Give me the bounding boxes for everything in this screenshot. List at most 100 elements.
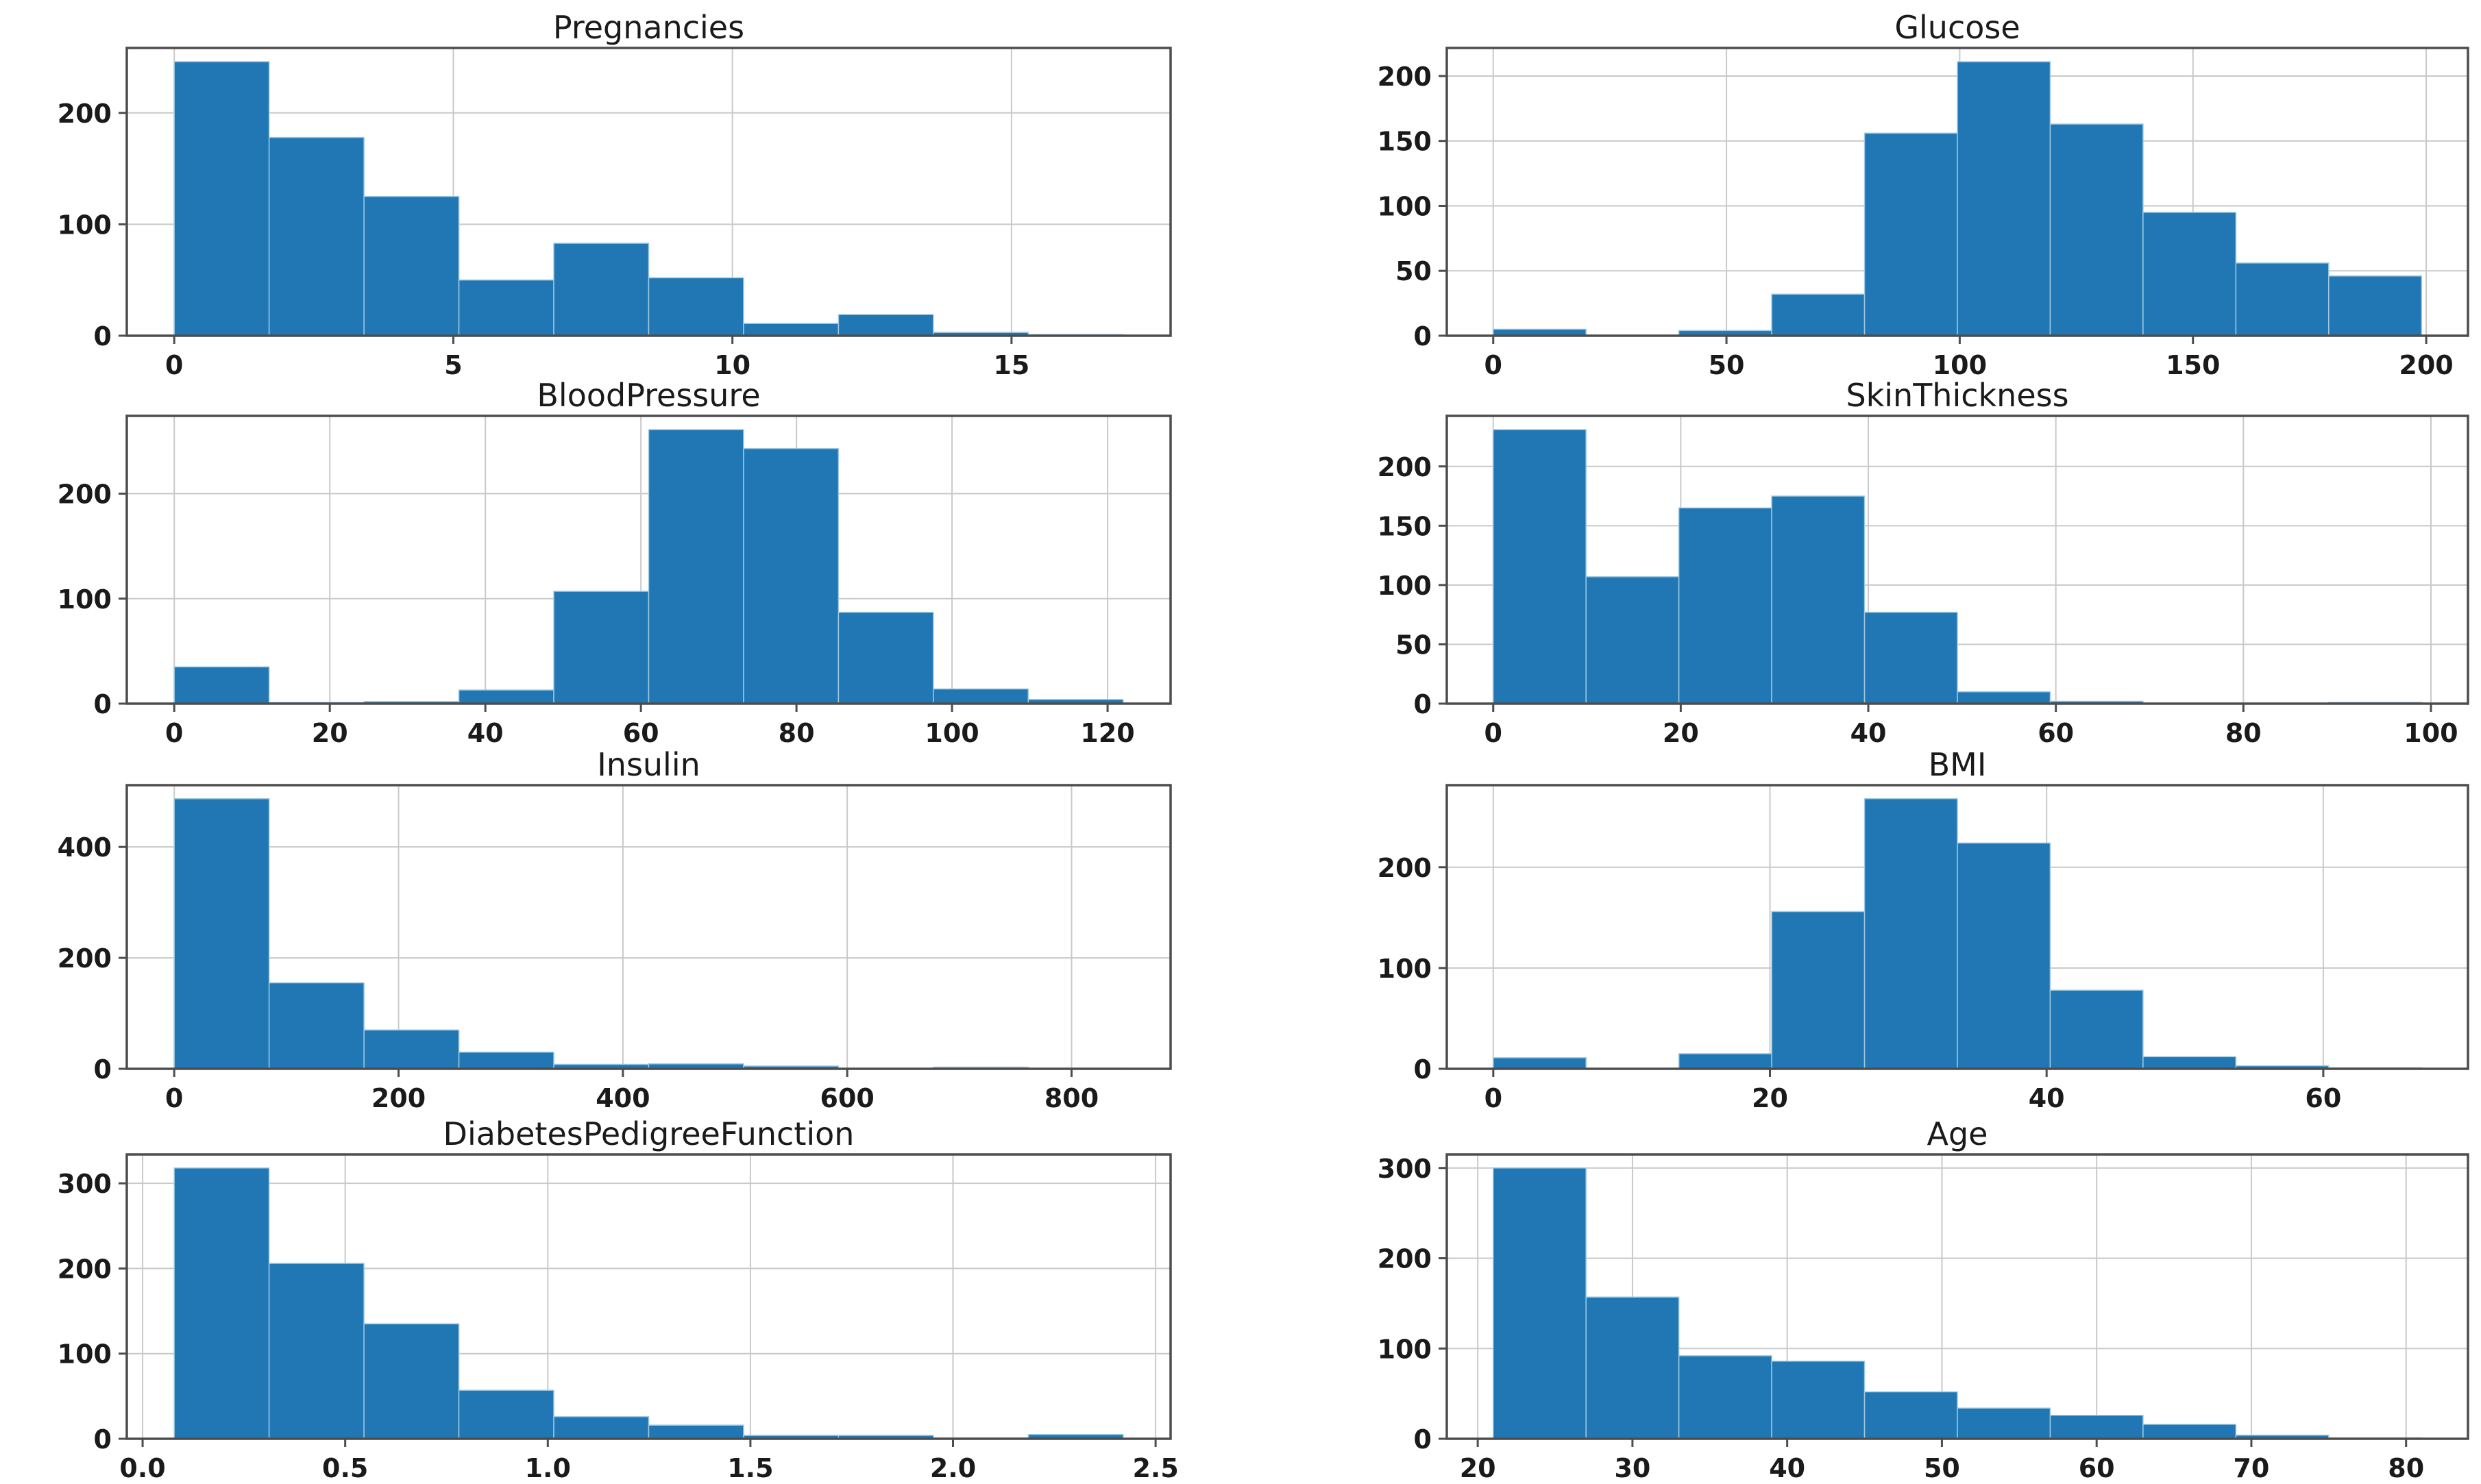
y-tick-label: 50 xyxy=(1395,256,1432,286)
histogram-bar xyxy=(1957,691,2051,704)
chart-title: Insulin xyxy=(597,746,700,783)
axes-frame xyxy=(125,1153,1172,1440)
axes-frame xyxy=(125,784,1172,1070)
x-tick-label: 0 xyxy=(165,350,183,380)
histogram-bar xyxy=(1678,507,1772,704)
x-tick-label: 80 xyxy=(779,718,815,748)
histogram-bar xyxy=(933,688,1029,704)
y-tick-label: 0 xyxy=(1414,1054,1432,1085)
y-tick-label: 400 xyxy=(58,832,112,863)
subplot-insulin: 0 200 400 600 800 0 200 400 Insulin xyxy=(58,746,1172,1113)
histogram-bar xyxy=(553,1415,650,1439)
histogram-bar xyxy=(1957,842,2051,1069)
histogram-bar xyxy=(743,447,840,704)
histogram-bar xyxy=(743,323,840,336)
histogram-bar xyxy=(2328,275,2423,336)
x-tick-label: 100 xyxy=(925,718,979,748)
x-tick-label: 0 xyxy=(1484,1083,1502,1113)
x-tick-label: 60 xyxy=(2305,1083,2341,1113)
y-tick-label: 300 xyxy=(58,1169,112,1199)
y-tick-label: 100 xyxy=(58,584,112,615)
chart-title: DiabetesPedigreeFunction xyxy=(443,1115,855,1152)
x-tick-label: 100 xyxy=(2404,718,2458,748)
chart-title: Pregnancies xyxy=(553,9,744,46)
x-tick-label: 50 xyxy=(1709,350,1745,380)
histogram-bar xyxy=(1771,911,1866,1069)
x-tick-label: 120 xyxy=(1080,718,1134,748)
y-tick-label: 0 xyxy=(1414,321,1432,351)
y-tick-label: 200 xyxy=(1378,1244,1432,1274)
axes-frame xyxy=(1445,47,2469,337)
y-tick-label: 100 xyxy=(1378,1334,1432,1364)
subplot-bmi: 0 20 40 60 0 100 200 BMI xyxy=(1378,746,2469,1113)
x-tick-label: 800 xyxy=(1044,1083,1099,1113)
axes-frame xyxy=(125,47,1172,337)
y-tick-label: 100 xyxy=(1378,191,1432,221)
histogram-bar xyxy=(458,1051,554,1069)
histogram-bar xyxy=(1771,293,1866,336)
histogram-bar xyxy=(2235,262,2330,336)
subplot-diabetespedigreefunction: 0.0 0.5 1.0 1.5 2.0 2.5 0 100 200 300 DiabetesPedi… xyxy=(58,1115,1179,1483)
histogram-bar xyxy=(1678,1053,1772,1069)
histogram-bar xyxy=(2049,1414,2144,1439)
x-tick-label: 2.0 xyxy=(930,1453,976,1481)
x-tick-label: 100 xyxy=(1933,350,1987,380)
x-tick-label: 0 xyxy=(1484,350,1502,380)
histogram-bar xyxy=(838,611,934,704)
x-tick-label: 60 xyxy=(2079,1453,2115,1481)
x-tick-label: 1.0 xyxy=(525,1453,571,1481)
x-tick-label: 60 xyxy=(623,718,659,748)
subplot-skinthickness: 0 20 40 60 80 100 0 50 100 150 200 SkinThickness xyxy=(1378,377,2469,748)
y-tick-label: 0 xyxy=(1414,1424,1432,1455)
y-tick-label: 200 xyxy=(58,99,112,129)
chart-title: SkinThickness xyxy=(1846,377,2068,414)
axes-frame xyxy=(1445,415,2469,705)
y-tick-label: 200 xyxy=(1378,62,1432,92)
histogram-bar xyxy=(2142,1424,2237,1439)
histogram-bar xyxy=(458,279,554,336)
histogram-bar xyxy=(363,1323,460,1439)
histogram-bar xyxy=(1957,1407,2051,1439)
y-tick-label: 50 xyxy=(1395,630,1432,660)
y-tick-label: 100 xyxy=(58,210,112,240)
histogram-bar xyxy=(268,136,365,336)
x-tick-label: 1.5 xyxy=(727,1453,773,1481)
y-tick-label: 150 xyxy=(1378,511,1432,541)
histogram-bar xyxy=(1678,1355,1772,1439)
histogram-bar xyxy=(648,1424,744,1439)
x-tick-label: 20 xyxy=(1663,718,1699,748)
y-tick-label: 150 xyxy=(1378,127,1432,157)
histogram-bar xyxy=(173,666,270,704)
x-tick-label: 80 xyxy=(2388,1453,2424,1481)
x-tick-label: 15 xyxy=(993,350,1029,380)
x-tick-label: 30 xyxy=(1614,1453,1650,1481)
x-tick-label: 0 xyxy=(165,718,183,748)
chart-title: BloodPressure xyxy=(537,377,760,414)
x-tick-label: 40 xyxy=(2029,1083,2065,1113)
histogram-bar xyxy=(838,314,934,336)
y-tick-label: 100 xyxy=(1378,571,1432,601)
x-tick-label: 0.0 xyxy=(119,1453,165,1481)
x-tick-label: 20 xyxy=(312,718,348,748)
histogram-bar xyxy=(1863,797,1958,1069)
subplot-pregnancies: 0 5 10 15 0 100 200 Pregnancies xyxy=(58,9,1172,380)
x-tick-label: 40 xyxy=(1850,718,1887,748)
histogram-bar xyxy=(2049,989,2144,1069)
histogram-bar xyxy=(553,591,650,704)
x-tick-label: 200 xyxy=(371,1083,426,1113)
histogram-bar xyxy=(1863,132,1958,336)
y-tick-label: 0 xyxy=(94,321,112,351)
y-tick-label: 200 xyxy=(58,480,112,510)
y-tick-label: 0 xyxy=(94,1054,112,1085)
x-tick-label: 50 xyxy=(1924,1453,1960,1481)
histogram-bar xyxy=(1585,576,1680,704)
histogram-bar xyxy=(458,689,554,704)
subplot-age: 20 30 40 50 60 70 80 0 100 200 300 Age xyxy=(1378,1115,2469,1483)
histogram-bar xyxy=(1771,1360,1866,1439)
axes-frame xyxy=(1445,1153,2469,1440)
histogram-bar xyxy=(553,243,650,336)
histogram-bar xyxy=(648,277,744,336)
subplot-glucose: 0 50 100 150 200 0 50 100 150 200 Glucose xyxy=(1378,9,2469,380)
histogram-bar xyxy=(363,195,460,336)
